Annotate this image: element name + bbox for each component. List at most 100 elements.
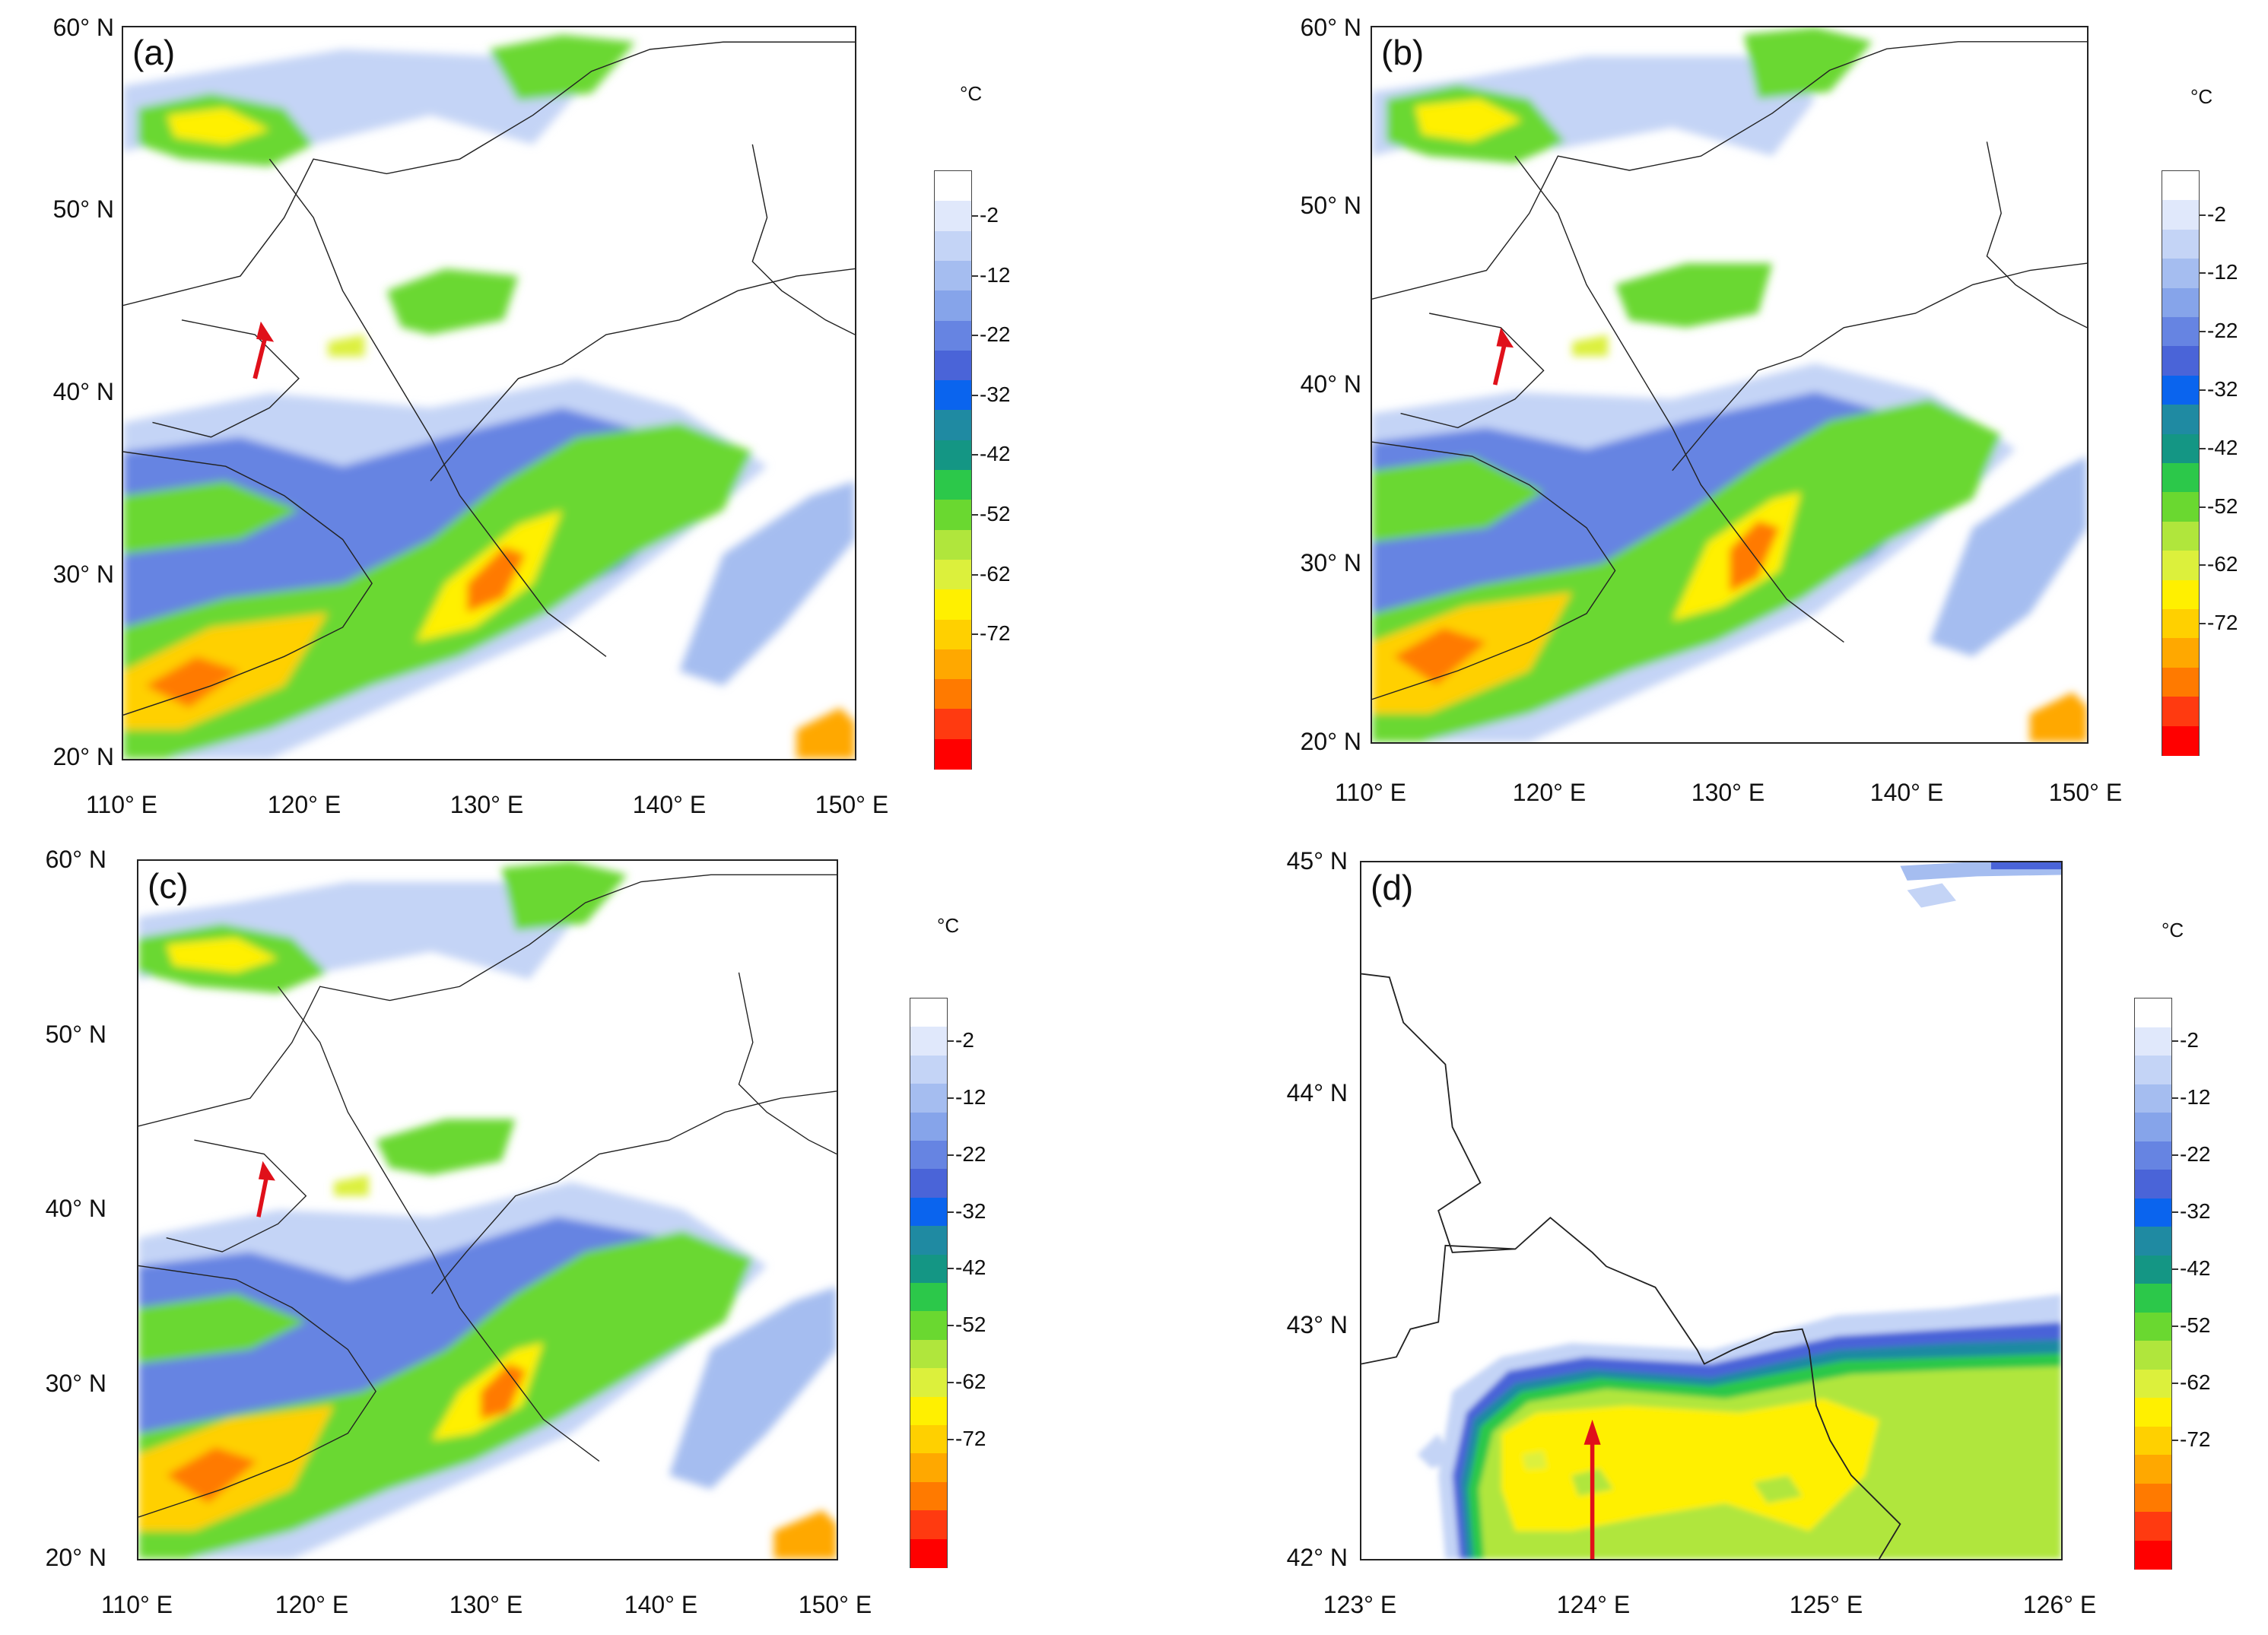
colorbar-segment (935, 470, 971, 500)
colorbar-segment (910, 1027, 947, 1056)
colorbar-segment (2162, 638, 2199, 668)
colorbar-segment (2135, 1284, 2171, 1313)
colorbar-label: -32 (955, 1198, 986, 1223)
colorbar-tick (948, 1438, 954, 1440)
colorbar-segment (2135, 1455, 2171, 1484)
panel-label-d: (d) (1371, 867, 1414, 908)
colorbar-segment (2162, 229, 2199, 259)
colorbar-segment (910, 1084, 947, 1113)
colorbar-segment (935, 649, 971, 680)
x-tick-label: 150° E (2048, 779, 2123, 806)
colorbar-segment (2162, 287, 2199, 318)
colorbar-label: -72 (2207, 611, 2238, 635)
colorbar-tick (948, 1211, 954, 1213)
colorbar-tick (972, 335, 978, 337)
colorbar-label: -42 (2180, 1256, 2211, 1281)
colorbar-label: -42 (980, 442, 1011, 466)
colorbar-segment (910, 1481, 947, 1511)
colorbar-label: -12 (2180, 1085, 2211, 1110)
colorbar-tick (972, 573, 978, 576)
colorbar-tick (948, 1381, 954, 1383)
colorbar-label: -32 (2180, 1199, 2211, 1224)
colorbar-tick (972, 633, 978, 636)
colorbar-segment (935, 619, 971, 650)
x-tick-label: 123° E (1323, 1591, 1397, 1618)
y-tick-label: 60° N (1300, 14, 1361, 41)
colorbar-tick (2200, 564, 2206, 567)
y-tick-label: 44° N (1286, 1079, 1348, 1106)
colorbar-segment (2162, 375, 2199, 405)
colorbar-tick (2200, 389, 2206, 391)
y-tick-label: 30° N (52, 560, 114, 588)
colorbar-segment (2135, 1084, 2171, 1113)
y-tick-label: 40° N (45, 1195, 106, 1222)
colorbar-a (934, 170, 972, 770)
colorbar-segment (2135, 1227, 2171, 1256)
colorbar-tick (2172, 1440, 2178, 1442)
colorbar-segment (935, 350, 971, 381)
colorbar-segment (2135, 1426, 2171, 1456)
colorbar-segment (2162, 579, 2199, 610)
colorbar-tick (2172, 1097, 2178, 1100)
cloud-top-temperature-field-a (123, 34, 855, 759)
colorbar-label: -62 (2180, 1370, 2211, 1395)
colorbar-tick (948, 1325, 954, 1327)
colorbar-label: -22 (980, 322, 1011, 347)
colorbar-segment (2135, 1483, 2171, 1513)
colorbar-d (2134, 998, 2172, 1570)
x-tick-label: 130° E (1691, 779, 1765, 806)
colorbar-label: -12 (980, 262, 1011, 287)
colorbar-segment (2135, 1341, 2171, 1370)
colorbar-label: -32 (2207, 377, 2238, 401)
x-tick-label: 125° E (1789, 1591, 1863, 1618)
y-tick-label: 42° N (1286, 1544, 1348, 1571)
x-tick-label: 140° E (624, 1591, 698, 1618)
colorbar-segment (910, 1254, 947, 1284)
colorbar-tick (972, 394, 978, 396)
colorbar-segment (2135, 1141, 2171, 1170)
colorbar-segment (2135, 1312, 2171, 1341)
colorbar-segment (910, 1055, 947, 1084)
colorbar-segment (2162, 725, 2199, 756)
colorbar-segment (935, 709, 971, 740)
x-tick-label: 110° E (100, 1591, 173, 1618)
panel-label-c: (c) (148, 865, 189, 906)
colorbar-label: -62 (955, 1369, 986, 1393)
colorbar-segment (2162, 346, 2199, 376)
colorbar-segment (935, 679, 971, 710)
colorbar-segment (910, 1339, 947, 1369)
colorbar-segment (2162, 405, 2199, 435)
x-tick-label: 150° E (815, 791, 889, 818)
x-tick-label: 126° E (2022, 1591, 2097, 1618)
colorbar-segment (2135, 1255, 2171, 1284)
y-tick-label: 20° N (45, 1544, 106, 1571)
colorbar-label: -52 (980, 501, 1011, 525)
colorbar-label: -62 (980, 561, 1011, 586)
colorbar-tick (972, 214, 978, 217)
colorbar-tick (2172, 1040, 2178, 1043)
colorbar-b (2162, 170, 2200, 756)
y-tick-label: 20° N (1300, 728, 1361, 755)
y-tick-label: 30° N (45, 1370, 106, 1397)
arrow-marker-c (256, 1160, 275, 1218)
colorbar-label: -42 (2207, 435, 2238, 459)
y-tick-label: 20° N (52, 743, 114, 770)
map-c: (c) (137, 859, 838, 1560)
colorbar-label: -12 (955, 1084, 986, 1109)
y-tick-label: 50° N (52, 195, 114, 223)
colorbar-label: -52 (955, 1313, 986, 1337)
colorbar-unit-c: °C (937, 914, 960, 937)
colorbar-tick (2172, 1325, 2178, 1328)
colorbar-segment (2162, 200, 2199, 230)
colorbar-tick (2172, 1211, 2178, 1214)
colorbar-label: -32 (980, 382, 1011, 406)
arrow-marker-a (253, 321, 275, 379)
cloud-top-temperature-field-d (1361, 862, 2061, 1559)
colorbar-segment (935, 410, 971, 441)
colorbar-unit-a: °C (960, 82, 983, 105)
x-tick-label: 120° E (1512, 779, 1587, 806)
colorbar-segment (910, 998, 947, 1027)
colorbar-segment (2162, 463, 2199, 493)
cloud-top-temperature-field-c (138, 861, 837, 1559)
arrow-marker-d (1583, 1419, 1601, 1559)
